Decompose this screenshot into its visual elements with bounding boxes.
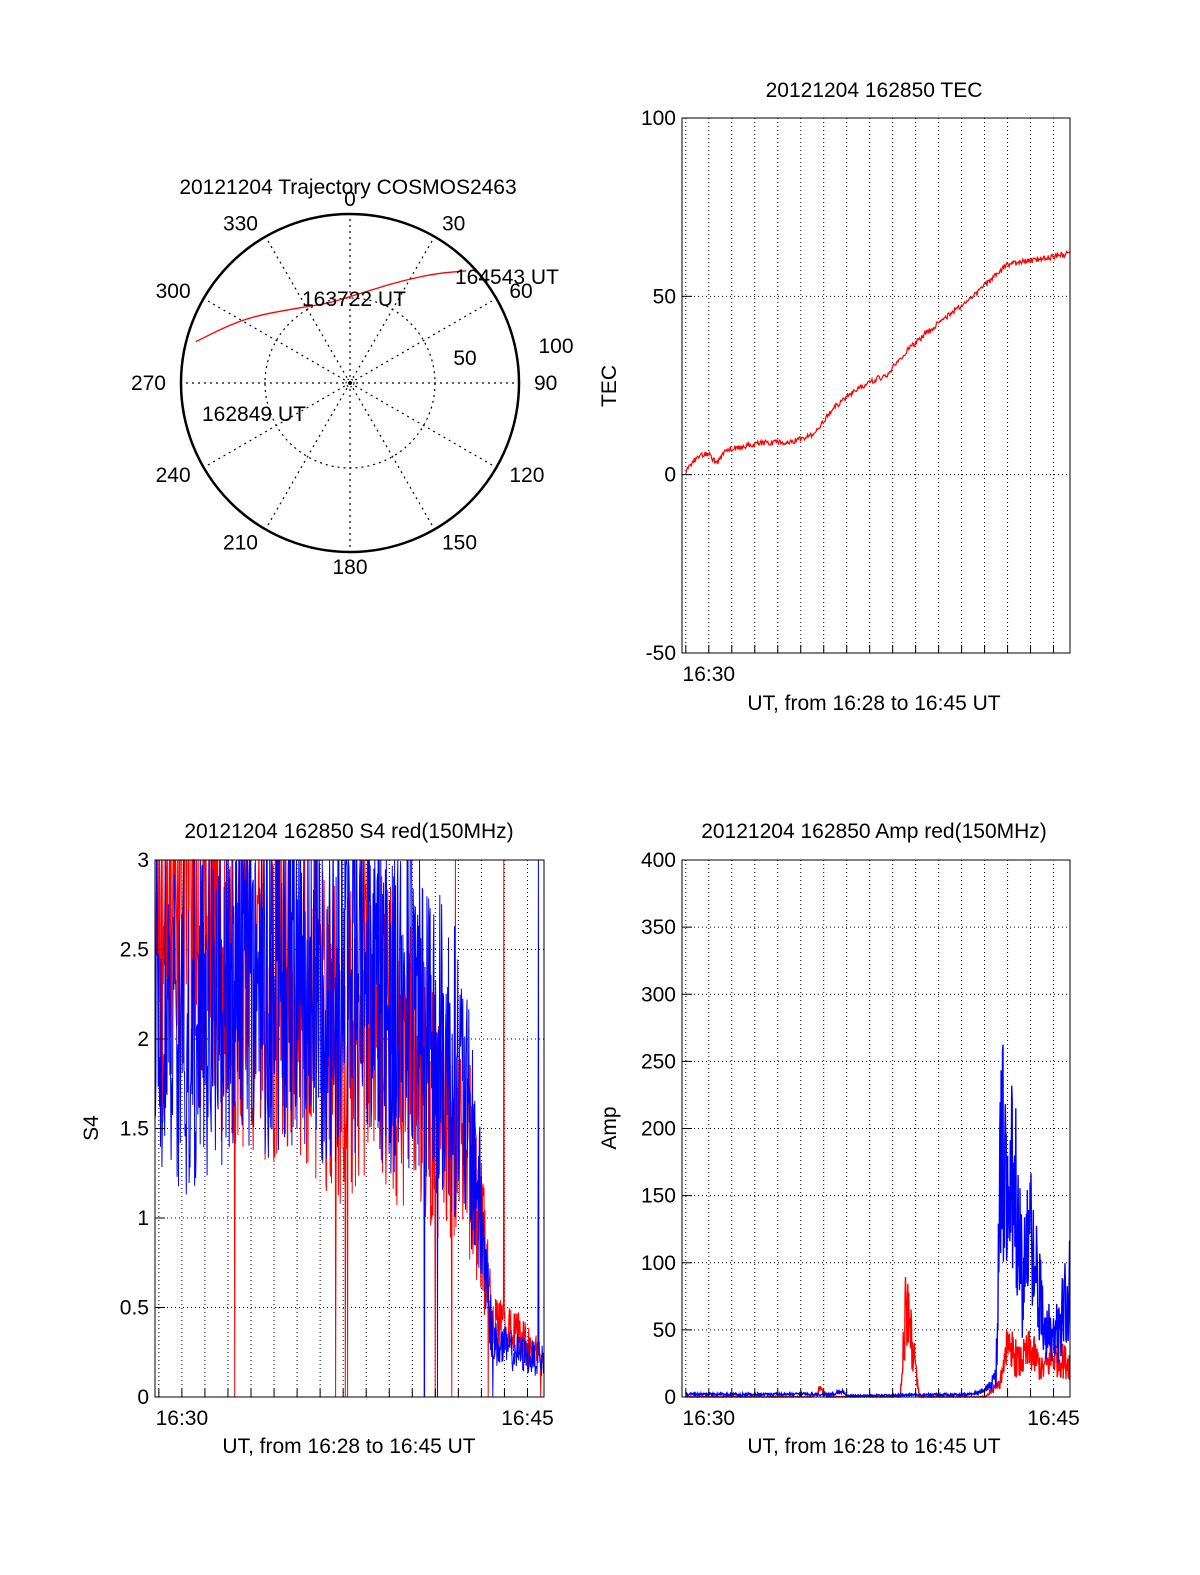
- polar-annotation-mid: 163722 UT: [302, 288, 406, 311]
- tec-ylabel: TEC: [598, 365, 621, 407]
- polar-azimuth-label: 210: [223, 531, 258, 554]
- amp-ylabel: Amp: [598, 1106, 621, 1149]
- polar-azimuth-label: 30: [442, 213, 465, 236]
- s4-x-ticks: 16:30 16:45: [156, 1389, 554, 1430]
- tec-y-tick-label: 100: [641, 107, 676, 130]
- s4-ylabel: S4: [80, 1115, 103, 1141]
- polar-azimuth-label: 60: [509, 280, 532, 303]
- polar-azimuth-label: 0: [344, 188, 356, 211]
- amp-series-line: [685, 1044, 1071, 1399]
- s4-xlabel: UT, from 16:28 to 16:45 UT: [222, 1435, 475, 1458]
- polar-grid: [181, 214, 519, 552]
- amp-y-tick-label: 50: [653, 1319, 676, 1342]
- tec-y-tick-label: 0: [664, 464, 676, 487]
- polar-inner-ring: [264, 297, 436, 469]
- polar-spoke: [349, 382, 497, 469]
- polar-azimuth-label: 240: [156, 464, 191, 487]
- polar-trajectory-line: [195, 270, 467, 343]
- s4-series: [154, 858, 545, 1398]
- s4-y-tick-label: 3: [137, 849, 149, 872]
- tec-series-line: [685, 249, 1071, 474]
- tec-plot-frame: [681, 117, 1071, 654]
- polar-elevation-label-50: 50: [453, 347, 476, 370]
- polar-center-ring: [345, 378, 355, 388]
- s4-y-tick-label: 1.5: [120, 1118, 149, 1141]
- amp-y-tick-label: 350: [641, 916, 676, 939]
- polar-annotation-start: 162849 UT: [202, 403, 306, 426]
- tec-title: 20121204 162850 TEC: [766, 79, 983, 102]
- amp-xlabel: UT, from 16:28 to 16:45 UT: [747, 1435, 1000, 1458]
- s4-series-line: [154, 858, 545, 1398]
- polar-spoke: [264, 382, 351, 530]
- s4-panel: 20121204 162850 S4 red(150MHz) 0 0.5 1 1.5 2…: [80, 820, 554, 1458]
- tec-y-ticks: -50 0 50 100: [641, 107, 692, 665]
- polar-azimuth-label: 150: [442, 531, 477, 554]
- amp-y-tick-label: 300: [641, 983, 676, 1006]
- tec-x-tick-label: 16:30: [683, 663, 736, 686]
- s4-y-tick-label: 0.5: [120, 1297, 149, 1320]
- s4-y-ticks: 0 0.5 1 1.5 2 2.5 3: [120, 849, 165, 1409]
- s4-y-tick-label: 2.5: [120, 939, 149, 962]
- amp-x-tick-label: 16:45: [1027, 1407, 1080, 1430]
- amp-y-tick-label: 250: [641, 1050, 676, 1073]
- tec-y-tick-label: 50: [653, 285, 676, 308]
- polar-title: 20121204 Trajectory COSMOS2463: [179, 176, 516, 199]
- polar-azimuth-label: 300: [156, 280, 191, 303]
- tec-x-ticks: 16:30: [683, 645, 1055, 686]
- polar-spoke: [349, 382, 436, 530]
- amp-y-tick-label: 0: [664, 1386, 676, 1409]
- amp-x-tick-label: 16:30: [683, 1407, 736, 1430]
- s4-x-tick-label: 16:30: [156, 1407, 209, 1430]
- amp-grid: [682, 860, 1070, 1397]
- amp-y-tick-label: 100: [641, 1252, 676, 1275]
- amp-y-ticks: 0 50 100 150 200 250 300 350 400: [641, 849, 692, 1409]
- amp-y-tick-label: 200: [641, 1118, 676, 1141]
- polar-elevation-label-100: 100: [538, 335, 573, 358]
- s4-y-tick-label: 2: [137, 1028, 149, 1051]
- amp-y-tick-label: 400: [641, 849, 676, 872]
- polar-spoke: [203, 297, 351, 384]
- polar-spoke: [349, 297, 497, 384]
- polar-azimuth-label: 330: [223, 213, 258, 236]
- amp-x-ticks: 16:30 16:45: [683, 1389, 1080, 1430]
- polar-azimuth-label: 90: [534, 372, 557, 395]
- polar-annotation-end: 164543 UT: [455, 266, 559, 289]
- polar-azimuth-labels: 0 30 60 90 120 150 180 210 240 270 300 330: [131, 188, 557, 579]
- polar-outer-ring: [179, 212, 521, 554]
- polar-azimuth-label: 180: [332, 556, 367, 579]
- tec-grid: [682, 118, 1070, 653]
- s4-y-tick-label: 1: [137, 1207, 149, 1230]
- tec-y-tick-label: -50: [646, 642, 676, 665]
- s4-x-tick-label: 16:45: [501, 1407, 554, 1430]
- amp-title: 20121204 162850 Amp red(150MHz): [701, 820, 1047, 843]
- amp-y-tick-label: 150: [641, 1185, 676, 1208]
- polar-azimuth-label: 270: [131, 372, 166, 395]
- polar-trajectory-panel: 20121204 Trajectory COSMOS2463 0 30 60 90 12…: [131, 176, 574, 579]
- s4-y-tick-label: 0: [137, 1386, 149, 1409]
- polar-azimuth-label: 120: [509, 464, 544, 487]
- tec-xlabel: UT, from 16:28 to 16:45 UT: [747, 692, 1000, 715]
- amp-panel: 20121204 162850 Amp red(150MHz) 0 50 100 15…: [598, 820, 1080, 1458]
- tec-series: [685, 249, 1071, 474]
- s4-title: 20121204 162850 S4 red(150MHz): [184, 820, 513, 843]
